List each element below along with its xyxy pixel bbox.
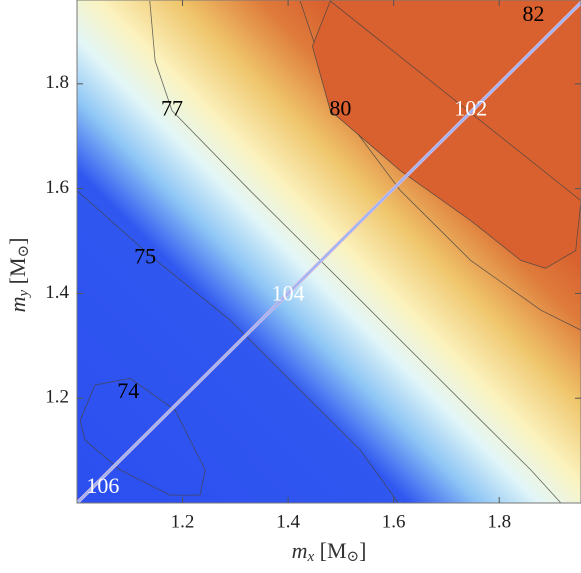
x-tick-label: 1.4 <box>276 511 300 532</box>
plot-area: 74 75 77 80 82 102 104 106 <box>77 0 581 503</box>
x-label-symbol: m <box>292 538 308 563</box>
y-tick-label: 1.2 <box>45 387 69 408</box>
y-label-symbol: m <box>5 297 30 313</box>
x-tick-label: 1.2 <box>171 511 195 532</box>
x-label-sub: x <box>306 549 314 565</box>
contour-label: 74 <box>117 378 139 403</box>
x-label-unit: [M <box>314 538 346 563</box>
contour-label: 77 <box>161 96 183 121</box>
x-tick-label: 1.6 <box>382 511 406 532</box>
x-label-unit-sub: ⊙ <box>347 549 360 565</box>
contour-line <box>79 377 206 496</box>
y-tick-label: 1.4 <box>45 282 69 303</box>
y-tick-label: 1.8 <box>45 72 69 93</box>
contour-line <box>77 190 399 503</box>
y-label-close: ] <box>5 238 30 245</box>
diagonal-line-core <box>77 1 581 503</box>
contour-label: 82 <box>523 1 545 26</box>
y-label-unit-sub: ⊙ <box>16 245 32 258</box>
diagonal-label: 106 <box>86 473 119 498</box>
contour-label: 80 <box>329 96 351 121</box>
frame <box>76 0 581 504</box>
diagonal-label: 104 <box>272 281 305 306</box>
x-label-close: ] <box>359 538 366 563</box>
x-tick-label: 1.8 <box>487 511 511 532</box>
contour-line <box>149 0 562 503</box>
diagonal-label: 102 <box>454 96 487 121</box>
contour-label: 75 <box>134 243 156 268</box>
x-axis-label: mx [M⊙] <box>292 538 367 565</box>
y-tick-label: 1.6 <box>45 177 69 198</box>
y-label-unit: [M <box>5 257 30 289</box>
y-axis-label: my [M⊙] <box>5 238 32 313</box>
y-label-sub: y <box>16 290 32 299</box>
